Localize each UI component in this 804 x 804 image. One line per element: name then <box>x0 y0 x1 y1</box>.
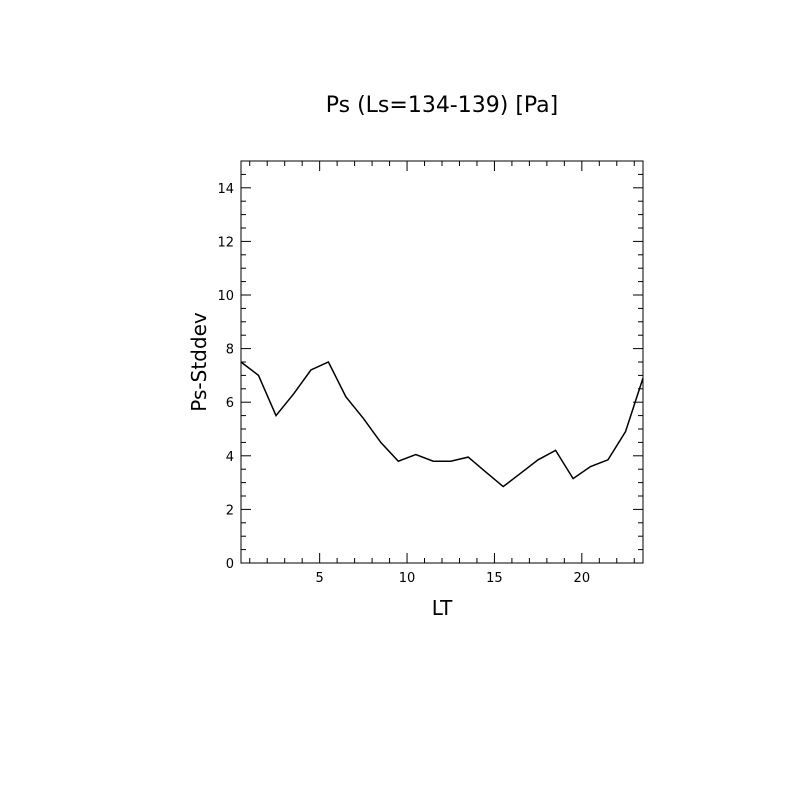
x-tick-label: 20 <box>574 571 591 586</box>
y-tick-label: 10 <box>217 289 234 304</box>
y-tick-label: 14 <box>217 182 234 197</box>
y-tick-label: 12 <box>217 235 234 250</box>
x-tick-label: 10 <box>399 571 416 586</box>
y-axis-label: Ps-Stddev <box>187 312 211 412</box>
series-line <box>240 361 644 488</box>
x-axis-label: LT <box>432 596 453 620</box>
axis-ticks <box>241 160 643 564</box>
y-tick-label: 0 <box>226 557 234 572</box>
plot-frame <box>240 160 644 564</box>
y-tick-label: 4 <box>226 450 234 465</box>
axis-tick-labels: 5 10 15 20 0 2 4 6 8 10 12 14 <box>217 182 590 586</box>
x-tick-label: 15 <box>486 571 503 586</box>
x-tick-label: 5 <box>316 571 324 586</box>
chart-title: Ps (Ls=134-139) [Pa] <box>326 93 559 118</box>
y-tick-label: 2 <box>226 503 234 518</box>
y-tick-label: 6 <box>226 396 234 411</box>
y-tick-label: 8 <box>226 343 234 358</box>
